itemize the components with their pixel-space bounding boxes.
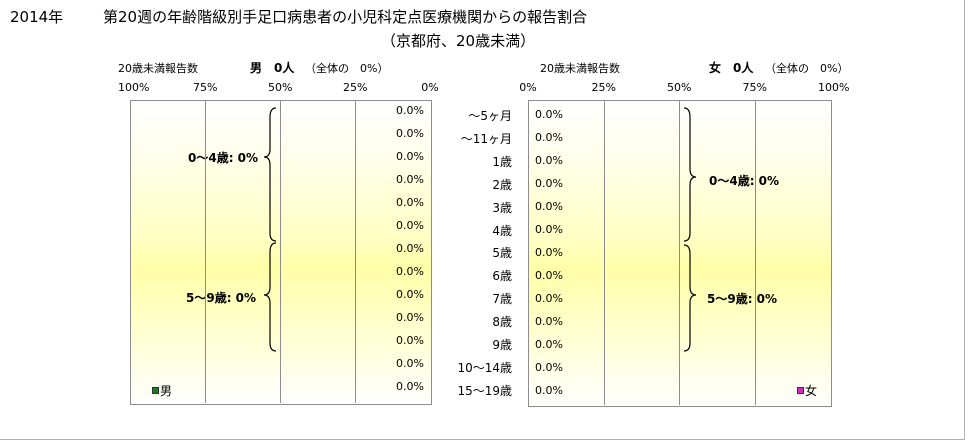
age-category-label: ～5ヶ月 [468,109,512,123]
age-category-label: 10～14歳 [457,360,512,375]
male-header-count: 0人 [274,61,295,75]
female-header-count: 0人 [733,61,754,75]
female-header-label: 20歳未満報告数 [540,62,620,75]
female-data-label: 0.0% [535,200,563,213]
age-category-label: 2歳 [492,177,512,192]
female-x-tick-label: 50% [667,81,692,94]
male-group-5-9-label: 5～9歳: 0% [186,291,257,305]
male-header-share: （全体の 0%） [305,62,389,75]
male-data-label: 0.0% [396,265,424,278]
female-data-label: 0.0% [535,131,563,144]
chart-title: 第20週の年齢階級別手足口病患者の小児科定点医療機関からの報告割合 [103,8,588,26]
female-data-label: 0.0% [535,269,563,282]
female-brace-5-9 [683,244,697,352]
female-data-label: 0.0% [535,338,563,351]
female-data-label: 0.0% [535,108,563,121]
male-gridline [205,100,206,403]
male-x-tick-label: 0% [421,81,439,94]
female-gridline [679,100,680,405]
male-data-label: 0.0% [396,242,424,255]
female-brace-0-4 [683,107,697,242]
female-data-label: 0.0% [535,315,563,328]
age-category-label: 3歳 [492,200,512,215]
chart-subtitle: （京都府、20歳未満） [381,32,536,50]
male-gridline [355,100,356,403]
male-data-label: 0.0% [396,219,424,232]
female-x-tick-label: 0% [519,81,537,94]
male-data-label: 0.0% [396,357,424,370]
female-data-label: 0.0% [535,223,563,236]
male-data-label: 0.0% [396,334,424,347]
female-group-braces [683,107,697,352]
male-x-tick-label: 75% [193,81,218,94]
female-data-label: 0.0% [535,384,563,397]
female-x-tick-label: 75% [742,81,767,94]
female-x-tick-label: 100% [818,81,850,94]
age-category-label: 8歳 [492,315,512,330]
male-data-label: 0.0% [396,173,424,186]
age-category-label: 4歳 [492,223,512,238]
age-category-label: 7歳 [492,292,512,307]
male-x-tick-label: 50% [268,81,293,94]
female-group-5-9-label: 5～9歳: 0% [707,292,778,306]
female-group-0-4-label: 0～4歳: 0% [709,174,780,188]
male-data-label: 0.0% [396,288,424,301]
male-x-tick-label: 100% [118,81,150,94]
female-data-label: 0.0% [535,246,563,259]
female-gridline [603,100,605,405]
age-category-label: ～11ヶ月 [460,131,512,146]
male-data-label: 0.0% [396,380,424,393]
male-data-label: 0.0% [396,150,424,163]
female-header-share: （全体の 0%） [765,62,849,75]
female-gridline [754,100,756,405]
legend-female-swatch [797,387,804,394]
legend-male-swatch [152,387,159,394]
age-category-label: 15～19歳 [457,383,512,398]
legend-female-label: 女 [805,384,818,398]
female-data-label: 0.0% [535,154,563,167]
age-category-label: 1歳 [492,154,512,169]
male-header-sex: 男 [250,61,263,75]
male-brace-0-4 [263,107,277,242]
male-brace-5-9 [263,242,277,352]
age-category-label: 9歳 [492,338,512,352]
female-plot-area [528,100,832,407]
male-data-label: 0.0% [396,104,424,117]
female-x-tick-label: 25% [591,81,616,94]
title-year: 2014年 [10,8,64,26]
female-data-label: 0.0% [535,292,563,305]
female-data-label: 0.0% [535,361,563,374]
age-category-label: 6歳 [492,269,512,284]
male-x-tick-label: 25% [343,81,368,94]
male-header-label: 20歳未満報告数 [118,62,198,75]
male-data-label: 0.0% [396,196,424,209]
male-data-label: 0.0% [396,127,424,140]
age-category-label: 5歳 [492,246,512,261]
female-header-sex: 女 [709,61,722,75]
male-plot-area [130,100,432,405]
male-group-0-4-label: 0～4歳: 0% [188,151,259,165]
legend-male-label: 男 [160,384,173,398]
male-group-braces [263,107,277,352]
male-data-label: 0.0% [396,311,424,324]
female-data-label: 0.0% [535,177,563,190]
male-gridline [280,100,281,403]
